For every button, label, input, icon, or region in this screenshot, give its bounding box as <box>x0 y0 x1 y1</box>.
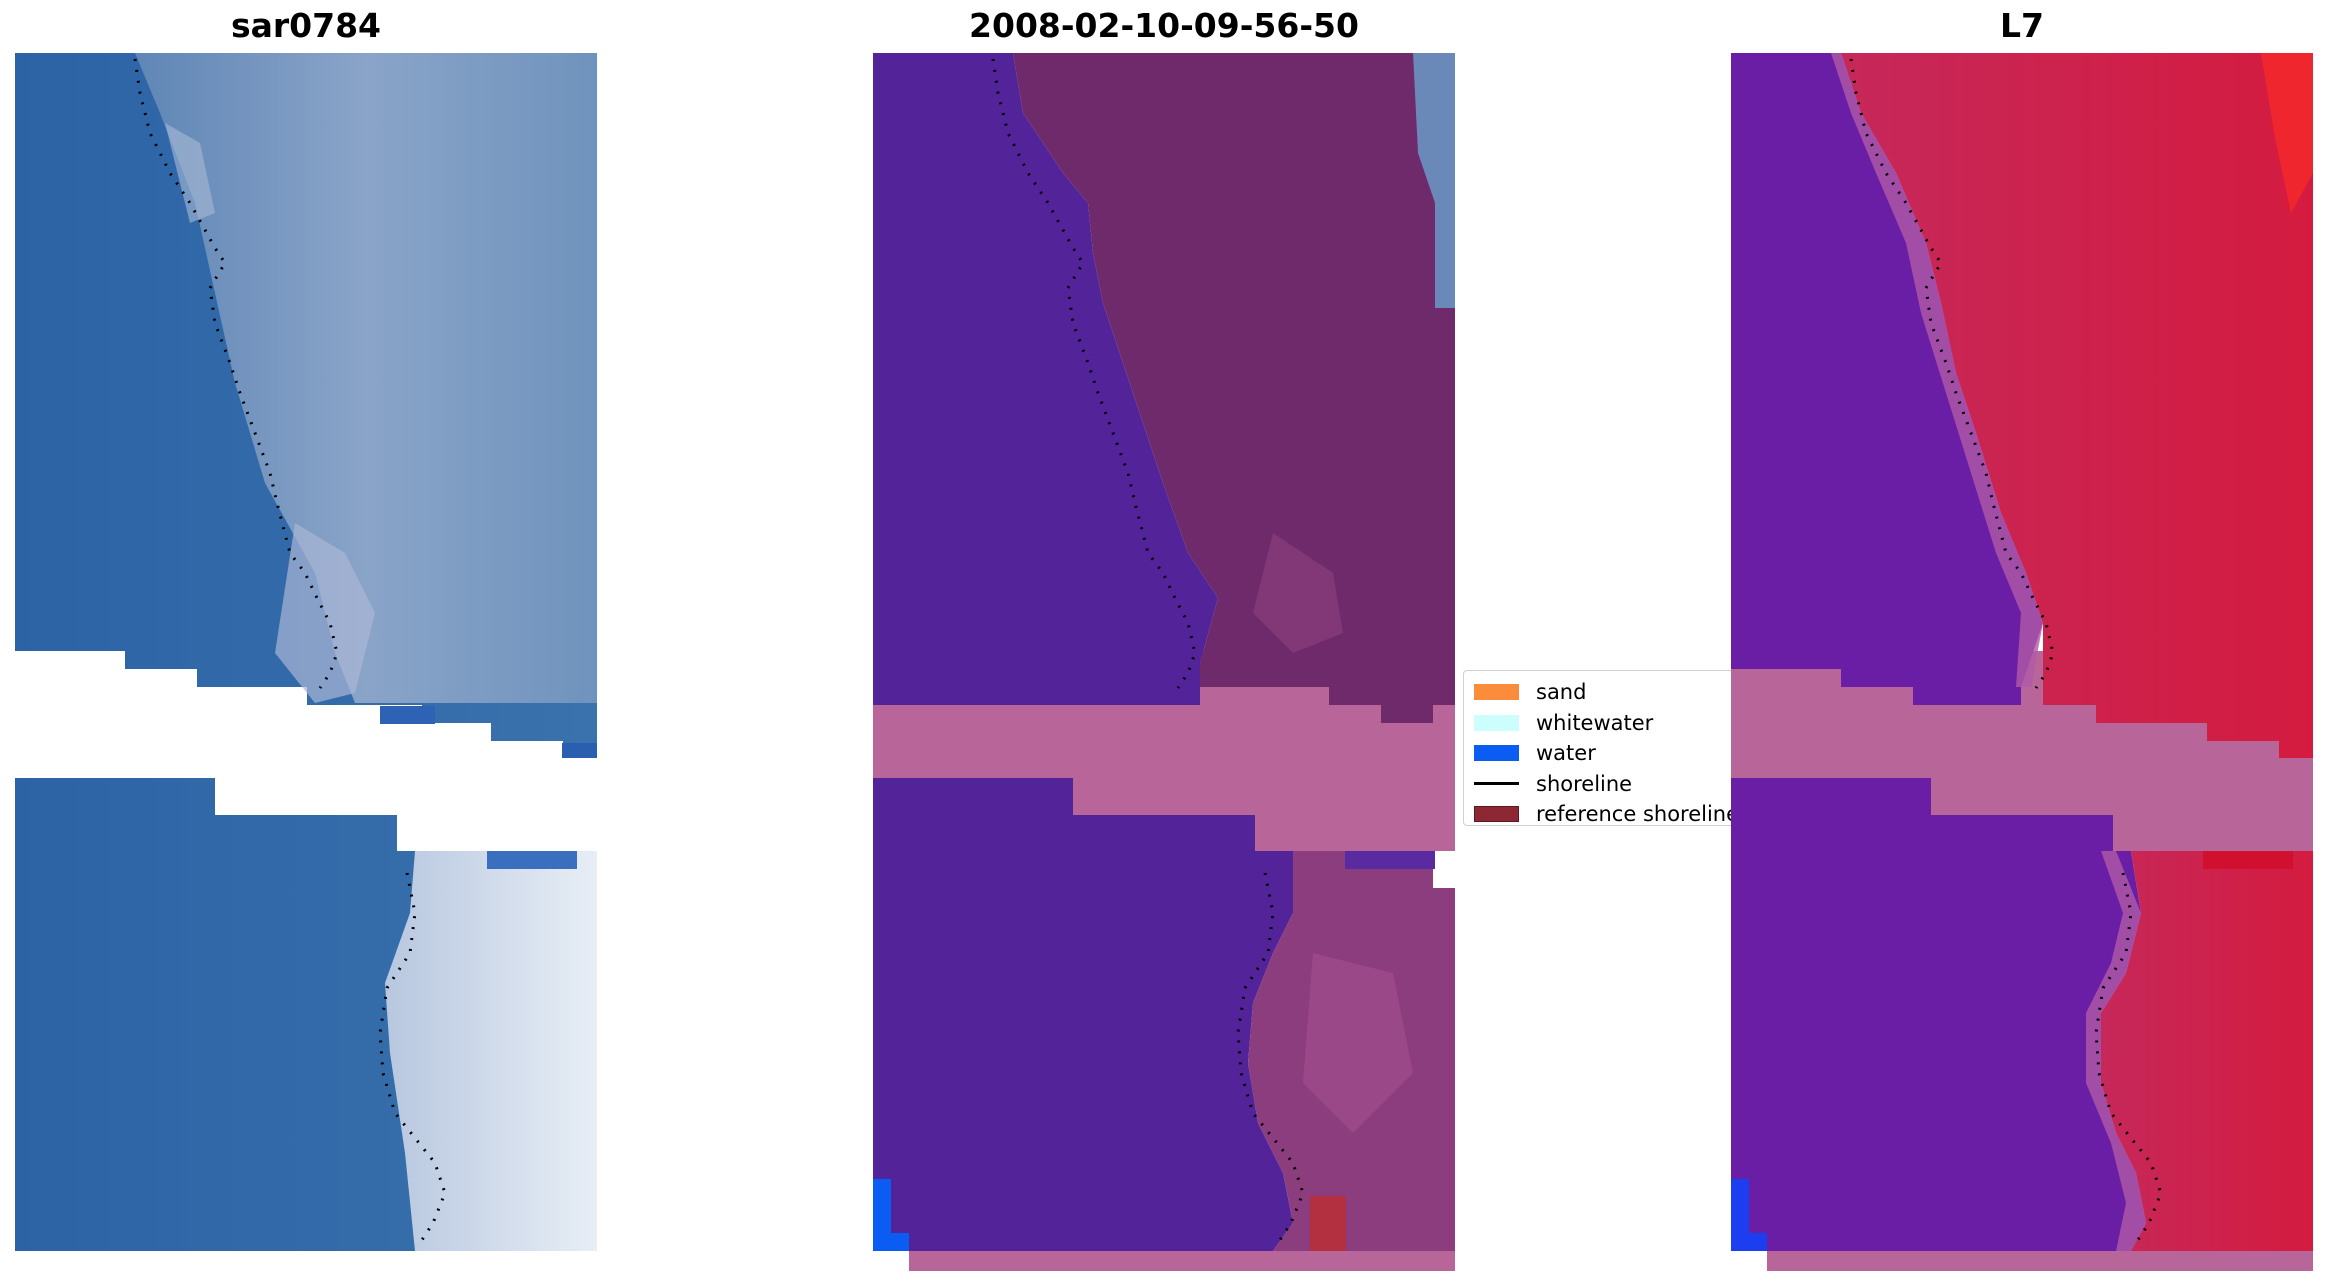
water-swatch <box>1474 745 1519 762</box>
legend-label: sand <box>1536 680 1587 705</box>
index-image-panel <box>1731 53 2313 1273</box>
reference-shoreline-swatch <box>1474 806 1519 823</box>
legend-label: water <box>1536 741 1596 766</box>
rgb-image-panel <box>15 53 597 1273</box>
panel-title-classified: 2008-02-10-09-56-50 <box>969 6 1359 45</box>
shoreline-swatch <box>1474 782 1519 786</box>
panel-title-rgb: sar0784 <box>230 6 382 45</box>
classified-image-panel <box>873 53 1455 1273</box>
whitewater-swatch <box>1474 714 1519 731</box>
sand-swatch <box>1474 684 1519 701</box>
legend-item-reference-shoreline: reference shoreline <box>1474 799 1797 830</box>
legend-label: whitewater <box>1536 710 1654 735</box>
panel-title-index: L7 <box>2000 6 2044 45</box>
legend-item-whitewater: whitewater <box>1474 708 1797 739</box>
legend-label: reference shoreline <box>1536 802 1740 827</box>
legend-item-shoreline: shoreline <box>1474 769 1797 800</box>
legend-item-water: water <box>1474 738 1797 769</box>
legend-label: shoreline <box>1536 771 1633 796</box>
legend-item-sand: sand <box>1474 677 1797 708</box>
